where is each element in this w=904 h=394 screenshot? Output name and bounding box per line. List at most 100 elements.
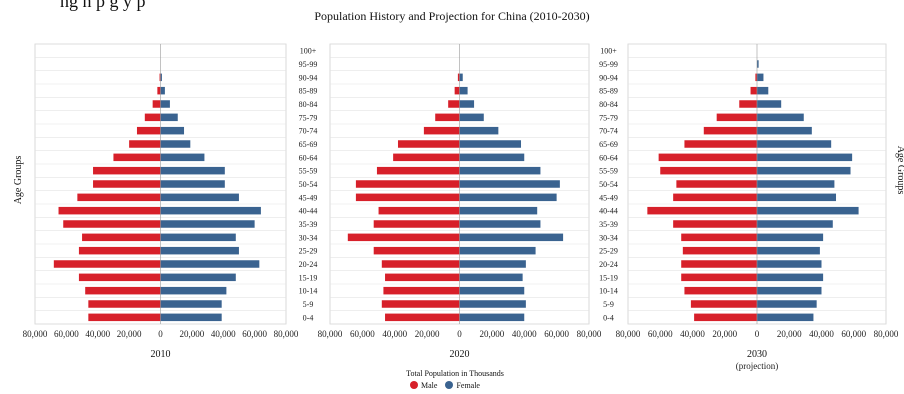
age-group-label-1-0-4: 0-4 [603, 313, 614, 322]
x-tick-label-2020-4: 0 [457, 329, 462, 339]
bar-male-2010-70-74 [136, 126, 161, 135]
bar-male-2020-15-19 [385, 273, 460, 282]
bar-male-2030-70-74 [703, 126, 757, 135]
bar-female-2030-90-94 [757, 73, 764, 82]
x-tick-label-2020-0: 80,000 [318, 329, 343, 339]
bar-male-2020-85-89 [454, 86, 460, 95]
bar-male-2030-0-4 [694, 313, 757, 322]
age-group-label-0-45-49: 45-49 [299, 193, 318, 202]
panel-label-2020: 2020 [450, 349, 470, 360]
bar-female-2030-25-29 [757, 246, 820, 255]
age-group-label-1-30-34: 30-34 [599, 233, 618, 242]
bar-female-2020-5-9 [459, 300, 526, 308]
bar-female-2020-10-14 [459, 286, 525, 295]
bar-male-2020-20-24 [381, 260, 460, 268]
bar-female-2010-50-54 [160, 180, 225, 188]
bar-female-2020-30-34 [459, 233, 564, 242]
bar-female-2030-5-9 [757, 300, 817, 308]
bar-male-2020-0-4 [385, 313, 460, 322]
x-tick-label-2020-7: 60,000 [544, 329, 569, 339]
age-group-label-0-35-39: 35-39 [299, 220, 318, 229]
age-group-label-0-30-34: 30-34 [299, 233, 318, 242]
x-tick-label-2010-5: 20,000 [180, 329, 205, 339]
bar-male-2020-90-94 [457, 73, 460, 82]
x-tick-label-2030-3: 20,000 [712, 329, 737, 339]
bar-male-2030-20-24 [681, 260, 757, 268]
bar-female-2010-80-84 [160, 100, 170, 108]
x-tick-label-2020-6: 40,000 [512, 329, 537, 339]
bar-male-2020-65-69 [397, 140, 460, 148]
legend-item-male: Male [410, 381, 437, 390]
bar-male-2010-90-94 [159, 73, 161, 82]
bar-male-2030-45-49 [673, 193, 757, 202]
age-group-label-0-55-59: 55-59 [299, 167, 318, 176]
bar-female-2020-40-44 [459, 206, 538, 215]
legend-swatch-male [410, 381, 418, 389]
bar-male-2010-60-64 [113, 153, 161, 162]
bar-male-2010-50-54 [93, 180, 161, 188]
age-group-label-1-100+: 100+ [600, 47, 617, 56]
bar-female-2030-40-44 [757, 206, 859, 215]
bar-male-2020-75-79 [435, 113, 460, 122]
bar-female-2030-70-74 [757, 126, 812, 135]
age-group-label-0-5-9: 5-9 [303, 300, 314, 309]
x-tick-label-2010-7: 60,000 [242, 329, 267, 339]
age-group-label-1-45-49: 45-49 [599, 193, 618, 202]
bar-male-2020-5-9 [381, 300, 460, 308]
bar-female-2020-20-24 [459, 260, 526, 268]
bar-male-2030-80-84 [739, 100, 757, 108]
panel-label-2010: 2010 [151, 349, 171, 360]
x-tick-label-2010-8: 80,000 [274, 329, 299, 339]
legend: Male Female [410, 381, 480, 390]
bar-male-2010-45-49 [77, 193, 161, 202]
bar-female-2020-25-29 [459, 246, 536, 255]
y-axis-label-left: Age Groups [13, 156, 24, 205]
age-group-label-1-40-44: 40-44 [599, 207, 618, 216]
age-group-label-0-95-99: 95-99 [299, 60, 318, 69]
bar-female-2010-70-74 [160, 126, 185, 135]
x-tick-label-2020-2: 40,000 [382, 329, 407, 339]
bar-female-2030-85-89 [757, 86, 769, 95]
bar-female-2030-60-64 [757, 153, 853, 162]
bar-female-2030-35-39 [757, 220, 833, 228]
bar-female-2010-10-14 [160, 286, 227, 295]
bar-male-2030-85-89 [750, 86, 757, 95]
x-tick-label-2010-0: 80,000 [23, 329, 48, 339]
bar-male-2030-75-79 [716, 113, 757, 122]
bar-female-2030-65-69 [757, 140, 832, 148]
x-tick-label-2020-1: 60,000 [350, 329, 375, 339]
age-group-label-0-60-64: 60-64 [299, 153, 318, 162]
bar-male-2010-85-89 [157, 86, 161, 95]
bar-female-2020-60-64 [459, 153, 525, 162]
bar-male-2010-80-84 [152, 100, 161, 108]
x-tick-label-2030-6: 40,000 [809, 329, 834, 339]
bar-male-2020-10-14 [383, 286, 460, 295]
age-group-label-0-65-69: 65-69 [299, 140, 318, 149]
bar-female-2010-35-39 [160, 220, 255, 228]
bar-male-2020-50-54 [355, 180, 460, 188]
bar-male-2020-35-39 [373, 220, 460, 228]
bar-male-2030-90-94 [755, 73, 757, 82]
age-group-label-0-50-54: 50-54 [299, 180, 318, 189]
bar-male-2010-75-79 [144, 113, 161, 122]
age-group-label-1-90-94: 90-94 [599, 73, 618, 82]
age-group-label-0-85-89: 85-89 [299, 87, 318, 96]
x-tick-label-2010-4: 0 [158, 329, 163, 339]
bar-male-2020-70-74 [423, 126, 460, 135]
bar-male-2010-65-69 [129, 140, 161, 148]
bar-female-2020-35-39 [459, 220, 541, 228]
bar-female-2030-50-54 [757, 180, 835, 188]
bar-female-2030-80-84 [757, 100, 782, 108]
age-group-label-1-75-79: 75-79 [599, 113, 618, 122]
age-group-label-1-80-84: 80-84 [599, 100, 618, 109]
panel-sublabel-2030: (projection) [736, 361, 778, 371]
bar-male-2010-10-14 [85, 286, 161, 295]
x-tick-label-2010-3: 20,000 [117, 329, 142, 339]
bar-female-2030-10-14 [757, 286, 822, 295]
bar-male-2030-40-44 [647, 206, 757, 215]
bar-female-2020-55-59 [459, 166, 541, 175]
age-group-label-0-90-94: 90-94 [299, 73, 318, 82]
legend-item-female: Female [445, 381, 480, 390]
bar-female-2030-95-99 [757, 60, 759, 68]
x-axis-title: Total Population in Thousands [406, 369, 504, 378]
